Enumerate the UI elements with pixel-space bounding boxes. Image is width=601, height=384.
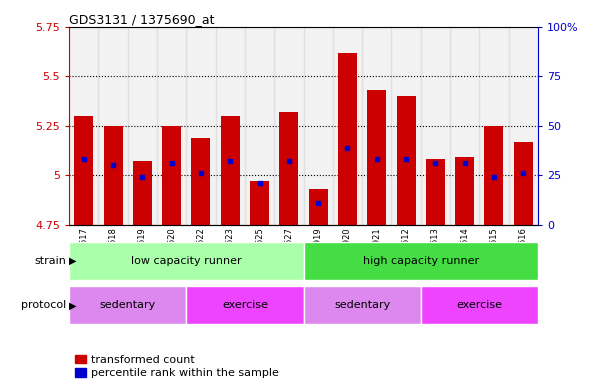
Bar	[274, 27, 304, 225]
Text: sedentary: sedentary	[100, 300, 156, 310]
Bar	[304, 286, 421, 324]
Bar	[391, 27, 421, 225]
Text: protocol: protocol	[21, 300, 66, 310]
Text: exercise: exercise	[456, 300, 502, 310]
Bar	[455, 157, 474, 225]
Bar	[99, 27, 127, 225]
Bar	[245, 27, 274, 225]
Bar	[421, 286, 538, 324]
Bar	[279, 112, 298, 225]
Bar	[162, 126, 181, 225]
Bar	[250, 181, 269, 225]
Text: sedentary: sedentary	[334, 300, 390, 310]
Text: ▶: ▶	[69, 300, 76, 310]
Bar	[186, 27, 216, 225]
Bar	[69, 286, 186, 324]
Bar	[309, 189, 328, 225]
Bar	[304, 27, 333, 225]
Text: ▶: ▶	[69, 256, 76, 266]
Text: strain: strain	[34, 256, 66, 266]
Bar	[514, 142, 532, 225]
Bar	[333, 27, 362, 225]
Bar	[421, 27, 450, 225]
Bar	[133, 161, 152, 225]
Bar	[484, 126, 504, 225]
Bar	[69, 242, 304, 280]
Text: exercise: exercise	[222, 300, 268, 310]
Text: GDS3131 / 1375690_at: GDS3131 / 1375690_at	[69, 13, 215, 26]
Bar	[75, 116, 93, 225]
Bar	[367, 90, 386, 225]
Bar	[221, 116, 240, 225]
Bar	[69, 27, 99, 225]
Bar	[304, 242, 538, 280]
Bar	[192, 137, 210, 225]
Bar	[338, 53, 357, 225]
Text: high capacity runner: high capacity runner	[362, 256, 479, 266]
Bar	[128, 27, 157, 225]
Bar	[216, 27, 245, 225]
Legend: transformed count, percentile rank within the sample: transformed count, percentile rank withi…	[75, 355, 279, 379]
Bar	[397, 96, 415, 225]
Bar	[450, 27, 480, 225]
Bar	[186, 286, 304, 324]
Bar	[508, 27, 538, 225]
Bar	[480, 27, 508, 225]
Bar	[103, 126, 123, 225]
Text: low capacity runner: low capacity runner	[131, 256, 242, 266]
Bar	[157, 27, 186, 225]
Bar	[362, 27, 391, 225]
Bar	[426, 159, 445, 225]
